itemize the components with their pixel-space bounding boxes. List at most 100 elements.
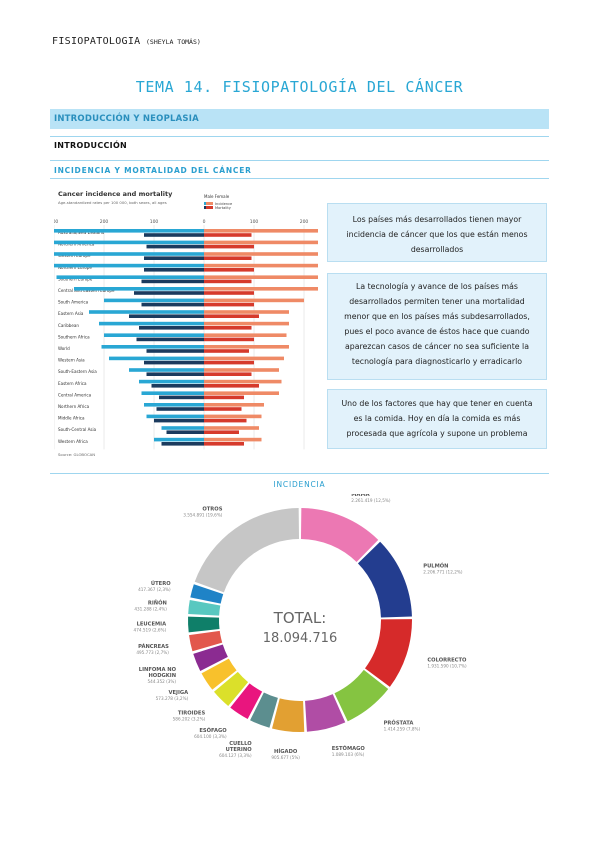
donut-total-label: TOTAL: [273, 609, 327, 627]
bar-mortality-right [204, 418, 247, 423]
donut-slice [189, 630, 223, 652]
header-author: (SHEYLA TOMÁS) [146, 38, 201, 46]
donut-slice [272, 698, 305, 732]
bar-incidence-right [204, 391, 279, 395]
category-label: Western Africa [58, 439, 88, 444]
x-tick-label: 200 [300, 219, 309, 225]
bar-incidence-left [109, 356, 204, 361]
chart-subtitle: Age-standardized rates per 100 000, both… [58, 200, 167, 205]
section-band-label: INTRODUCCIÓN Y NEOPLASIA [54, 114, 199, 124]
bar-incidence-right [204, 275, 318, 279]
donut-slice-label: LEUCEMIA [137, 621, 167, 627]
category-label: Middle Africa [58, 416, 85, 421]
section-band: INTRODUCCIÓN Y NEOPLASIA [50, 109, 549, 129]
legend-label-mortality: Mortality [215, 206, 232, 210]
donut-slice-value: 905.677 (5%) [271, 755, 300, 760]
bar-incidence-left [146, 414, 204, 419]
donut-slice-value: 2.206.771 (12,2%) [423, 570, 463, 575]
bar-mortality-left [141, 279, 204, 284]
donut-slice-label: PRÓSTATA [384, 720, 414, 727]
donut-slice [188, 600, 221, 616]
donut-slice-value: 604.100 (3,3%) [194, 734, 227, 739]
donut-slice-value: 1.414.259 (7,8%) [384, 727, 421, 732]
bar-mortality-left [144, 268, 204, 272]
category-label: Central America [58, 392, 92, 397]
donut-slice-label: CUELLO [229, 741, 252, 747]
donut-slice [193, 644, 228, 671]
bar-incidence-right [204, 321, 289, 326]
donut-slice-label: PULMÓN [423, 563, 448, 570]
bar-incidence-left [56, 275, 204, 279]
donut-slice-label: COLORRECTO [427, 658, 467, 664]
bar-incidence-right [204, 403, 264, 407]
category-label: Caribbean [58, 323, 79, 328]
bar-incidence-left [154, 437, 204, 442]
bar-incidence-right [204, 263, 318, 268]
bar-incidence-left [104, 298, 204, 303]
category-label: South-Eastern Asia [58, 369, 97, 374]
bar-mortality-right [204, 279, 252, 284]
donut-slice-value: 474.519 (2,6%) [134, 627, 167, 632]
chart-legend-title: Male Female [204, 194, 230, 199]
bar-incidence-right [204, 414, 262, 419]
incidence-mortality-chart: Cancer incidence and mortality Age-stand… [54, 190, 318, 457]
donut-slice [305, 694, 346, 732]
note-box: Uno de los factores que hay que tener en… [327, 389, 547, 449]
donut-slice [188, 616, 220, 633]
x-tick-label: 100 [150, 219, 159, 225]
bar-mortality-right [204, 337, 254, 342]
bar-mortality-right [204, 430, 239, 434]
bar-incidence-left [99, 321, 204, 326]
donut-slice-label: PÁNCREAS [138, 643, 169, 650]
legend-swatch [206, 206, 213, 209]
bar-mortality-right [204, 349, 249, 353]
donut-slice-value: 604.127 (3,3%) [219, 753, 252, 758]
bar-mortality-right [204, 314, 259, 318]
donut-slice [250, 692, 278, 728]
bar-incidence-left [74, 287, 204, 291]
bar-mortality-right [204, 244, 254, 249]
bar-incidence-left [101, 345, 204, 349]
donut-slice-label: RIÑÓN [148, 599, 167, 606]
bar-incidence-left [104, 333, 204, 337]
bar-incidence-left [129, 368, 204, 372]
bar-incidence-left [144, 403, 204, 407]
donut-slice-label: VEJIGA [168, 690, 188, 696]
donut-slice [357, 541, 412, 618]
bar-incidence-left [139, 379, 204, 384]
bar-mortality-right [204, 268, 254, 272]
donut-slice-value: 431.288 (2,4%) [134, 606, 167, 611]
bar-incidence-left [54, 252, 204, 256]
donut-slice-label: ESÓFAGO [199, 727, 227, 734]
bar-incidence-left [54, 229, 204, 233]
category-label: South-Central Asia [58, 427, 97, 432]
bar-incidence-left [141, 391, 204, 395]
bar-mortality-right [204, 233, 252, 237]
bar-mortality-left [159, 395, 204, 400]
bar-mortality-right [204, 326, 252, 330]
divider [50, 160, 549, 161]
header-subject: FISIOPATOLOGIA [52, 36, 141, 47]
donut-slice-value: 1.089.103 (6%) [332, 752, 365, 757]
bar-mortality-left [146, 244, 204, 249]
x-tick-label: 100 [250, 219, 259, 225]
bar-incidence-left [161, 426, 204, 430]
page-title: TEMA 14. FISIOPATOLOGÍA DEL CÁNCER [135, 78, 464, 96]
donut-slice-label: ESTÓMAGO [332, 745, 366, 752]
donut-slice-label: OTROS [202, 507, 222, 513]
bar-incidence-left [54, 240, 204, 245]
bar-mortality-right [204, 256, 252, 260]
note-text: La tecnología y avance de los países más… [344, 282, 530, 366]
donut-slice-value: 3.554.891 (19,6%) [183, 513, 223, 518]
bar-incidence-right [204, 252, 318, 256]
bar-mortality-left [136, 337, 204, 342]
donut-slice-value: 495.773 (2,7%) [136, 650, 169, 655]
bar-incidence-right [204, 287, 318, 291]
bar-mortality-right [204, 384, 259, 388]
donut-slice-label: LINFOMA NO [139, 667, 177, 673]
bar-mortality-right [204, 442, 244, 446]
category-label: Eastern Asia [58, 311, 84, 316]
donut-slice-label: HÍGADO [274, 747, 298, 755]
bar-mortality-left [139, 326, 204, 330]
